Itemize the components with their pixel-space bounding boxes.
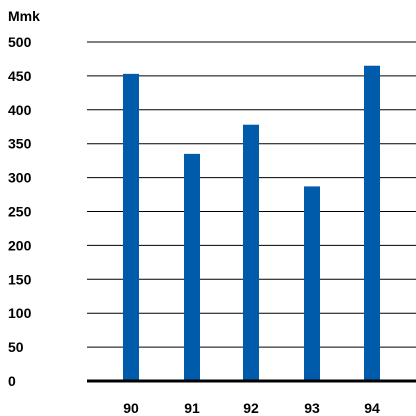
y-tick-label: 350 [8,136,32,152]
x-tick-label: 94 [364,400,380,416]
bar-93 [304,186,320,381]
y-axis-unit-label: Mmk [8,8,40,24]
y-tick-label: 400 [8,102,32,118]
bars [123,65,380,381]
y-tick-label: 450 [8,68,32,84]
bar-92 [243,124,259,381]
x-tick-label: 90 [123,400,139,416]
y-tick-label: 250 [8,204,32,220]
y-tick-label: 200 [8,237,32,253]
y-tick-label: 500 [8,34,32,50]
y-tick-label: 150 [8,271,32,287]
bar-94 [364,65,380,381]
bar-91 [184,153,200,381]
x-tick-label: 93 [304,400,320,416]
y-axis-ticks: 0 50 100 150 200 250 300 350 400 450 500 [8,34,32,389]
y-tick-label: 50 [8,339,24,355]
x-tick-label: 91 [184,400,200,416]
y-tick-label: 0 [8,373,16,389]
x-axis-ticks: 90 91 92 93 94 [123,400,380,416]
y-tick-label: 300 [8,170,32,186]
y-tick-label: 100 [8,305,32,321]
bar-90 [123,73,139,381]
x-tick-label: 92 [243,400,259,416]
